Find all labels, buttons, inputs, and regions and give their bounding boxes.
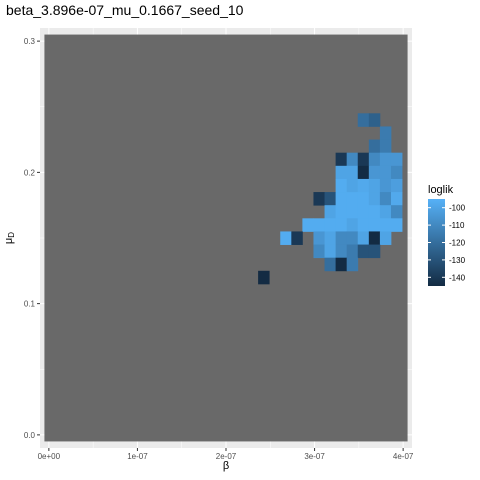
- x-tick-label: 3e-07: [304, 452, 325, 461]
- legend-tick-label: -120: [449, 239, 466, 248]
- heatmap-cell: [313, 218, 325, 232]
- legend-tick-label: -100: [449, 204, 466, 213]
- heatmap-cell: [368, 205, 381, 219]
- heatmap-cell: [357, 205, 370, 219]
- heatmap-cell: [313, 244, 325, 259]
- y-tick-label: 0.3: [24, 37, 36, 46]
- heatmap-cell: [335, 152, 348, 167]
- legend-tick-label: -130: [449, 256, 466, 265]
- heatmap-cell: [346, 218, 359, 232]
- heatmap-cell: [379, 218, 392, 232]
- heatmap-cell: [357, 178, 370, 193]
- heatmap-cell: [335, 165, 348, 180]
- heatmap-cell: [368, 231, 381, 245]
- heatmap-cell: [368, 178, 381, 193]
- heatmap-cell: [324, 257, 337, 272]
- svg-text:μD: μD: [3, 232, 16, 244]
- heatmap-cell: [357, 244, 370, 259]
- heatmap-cell: [368, 218, 381, 232]
- heatmap-cell: [357, 218, 370, 232]
- heatmap-cell: [379, 192, 392, 206]
- heatmap-cell: [313, 192, 325, 206]
- heatmap-cell: [324, 244, 337, 259]
- legend: loglik -100 -110 -120 -130 -140: [428, 184, 466, 286]
- heatmap-cell: [390, 165, 403, 180]
- legend-tick-label: -110: [449, 221, 465, 230]
- y-axis-label-subscript: D: [7, 232, 16, 238]
- heatmap-cell: [390, 178, 403, 193]
- heatmap-cell: [346, 178, 359, 193]
- heatmap-cell: [368, 192, 381, 206]
- heatmap-cell: [346, 244, 359, 259]
- legend-colorbar: [428, 199, 445, 286]
- heatmap-cell: [390, 192, 403, 206]
- heatmap-cell: [346, 257, 359, 272]
- heatmap-cell: [379, 205, 392, 219]
- heatmap-cell: [258, 270, 270, 285]
- heatmap-cell: [280, 231, 292, 245]
- heatmap-cell: [368, 244, 381, 259]
- heatmap-cell: [357, 192, 370, 206]
- heatmap-cell: [302, 218, 314, 232]
- heatmap-cell: [324, 231, 337, 245]
- heatmap-cell: [357, 152, 370, 167]
- heatmap-cell: [346, 205, 359, 219]
- heatmap-cell: [379, 231, 392, 245]
- heatmap-cell: [357, 231, 370, 245]
- heatmap-cell: [368, 113, 381, 127]
- y-axis-label-group: μD: [3, 232, 16, 244]
- x-tick-label: 2e-07: [216, 452, 237, 461]
- x-tick-label: 1e-07: [127, 452, 148, 461]
- x-axis-label: β: [223, 460, 229, 472]
- legend-title: loglik: [428, 184, 454, 196]
- heatmap-cell: [335, 218, 348, 232]
- heatmap-cell: [357, 113, 370, 127]
- y-tick-label: 0.2: [24, 168, 36, 177]
- chart-title: beta_3.896e-07_mu_0.1667_seed_10: [6, 2, 244, 18]
- heatmap-cell: [390, 218, 403, 232]
- y-tick-label: 0.0: [24, 431, 36, 440]
- heatmap-cells: [258, 113, 403, 285]
- heatmap-cell: [379, 139, 392, 154]
- heatmap-cell: [346, 192, 359, 206]
- heatmap-cell: [368, 165, 381, 180]
- heatmap-cell: [346, 231, 359, 245]
- x-axis: 0e+00 1e-07 2e-07 3e-07 4e-07: [38, 448, 414, 461]
- heatmap-cell: [379, 126, 392, 140]
- heatmap-cell: [379, 165, 392, 180]
- y-axis: 0.0 0.1 0.2 0.3: [24, 37, 40, 440]
- heatmap-cell: [390, 152, 403, 167]
- heatmap-cell: [335, 257, 348, 272]
- heatmap-cell: [324, 205, 337, 219]
- x-tick-label: 0e+00: [38, 452, 61, 461]
- heatmap-cell: [357, 165, 370, 180]
- heatmap-cell: [346, 165, 359, 180]
- heatmap-cell: [368, 152, 381, 167]
- heatmap-cell: [324, 192, 337, 206]
- heatmap-cell: [379, 178, 392, 193]
- x-tick-label: 4e-07: [393, 452, 414, 461]
- heatmap-cell: [346, 152, 359, 167]
- heatmap-cell: [379, 152, 392, 167]
- heatmap-cell: [324, 218, 337, 232]
- heatmap-cell: [390, 205, 403, 219]
- heatmap-cell: [368, 139, 381, 154]
- y-tick-label: 0.1: [24, 300, 36, 309]
- heatmap-cell: [313, 231, 325, 245]
- y-axis-label: μ: [3, 238, 15, 244]
- heatmap-cell: [335, 192, 348, 206]
- legend-tick-label: -140: [449, 273, 466, 282]
- heatmap-cell: [335, 244, 348, 259]
- heatmap-cell: [335, 205, 348, 219]
- heatmap-cell: [335, 178, 348, 193]
- heatmap-cell: [335, 231, 348, 245]
- heatmap-cell: [291, 231, 303, 245]
